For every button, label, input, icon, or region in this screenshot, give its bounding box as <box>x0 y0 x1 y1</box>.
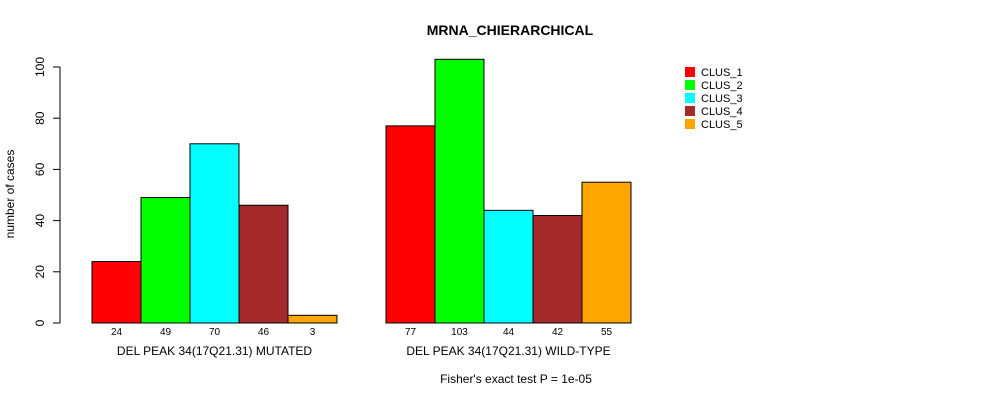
legend-item-label: CLUS_2 <box>701 80 743 92</box>
y-ticks: 0 20 40 60 80 100 <box>33 57 60 326</box>
bar-mutated-clus-3 <box>189 143 240 324</box>
bar-count-label: 44 <box>503 327 515 338</box>
fisher-test-footnote: Fisher's exact test P = 1e-05 <box>440 372 592 386</box>
legend-item-label: CLUS_3 <box>701 93 743 105</box>
legend-item-label: CLUS_4 <box>701 106 743 118</box>
bar-mutated-clus-2 <box>140 197 191 324</box>
bar-count-label: 70 <box>209 327 221 338</box>
bar-count-label: 55 <box>601 327 613 338</box>
bar-count-label: 3 <box>310 327 316 338</box>
y-tick-label: 0 <box>33 319 47 326</box>
legend-item-label: CLUS_5 <box>701 119 743 131</box>
bar-mutated-clus-5 <box>287 314 338 324</box>
y-tick-label: 60 <box>33 162 47 176</box>
y-tick-label: 20 <box>33 265 47 279</box>
y-tick-label: 100 <box>33 57 47 77</box>
bar-wild-type-clus-2 <box>434 58 485 324</box>
bar-wild-type-clus-4 <box>532 214 583 324</box>
bar-count-label: 42 <box>552 327 564 338</box>
legend-swatch <box>685 119 695 129</box>
bar-mutated-clus-4 <box>238 204 289 324</box>
legend-swatch <box>685 93 695 103</box>
y-tick-label: 40 <box>33 214 47 228</box>
bar-count-label: 46 <box>258 327 270 338</box>
group-label: DEL PEAK 34(17Q21.31) MUTATED <box>117 344 313 358</box>
y-tick-label: 80 <box>33 111 47 125</box>
chart-title: MRNA_CHIERARCHICAL <box>427 22 594 38</box>
group-labels: DEL PEAK 34(17Q21.31) MUTATED DEL PEAK 34… <box>117 344 611 358</box>
bar-count-label: 103 <box>451 327 468 338</box>
bars <box>91 58 632 324</box>
bar-count-label: 77 <box>405 327 417 338</box>
legend-swatch <box>685 67 695 77</box>
bar-wild-type-clus-5 <box>581 181 632 324</box>
bar-count-label: 24 <box>111 327 123 338</box>
bar-wild-type-clus-3 <box>483 209 534 324</box>
bar-count-label: 49 <box>160 327 172 338</box>
bar-wild-type-clus-1 <box>385 125 436 324</box>
legend-swatch <box>685 80 695 90</box>
group-label: DEL PEAK 34(17Q21.31) WILD-TYPE <box>406 344 610 358</box>
bar-mutated-clus-1 <box>91 261 142 324</box>
legend-swatch <box>685 106 695 116</box>
legend-item-label: CLUS_1 <box>701 67 743 79</box>
y-axis-label: number of cases <box>3 150 17 239</box>
bar-count-labels: 24 49 70 46 3 77 103 44 42 55 <box>111 327 613 338</box>
